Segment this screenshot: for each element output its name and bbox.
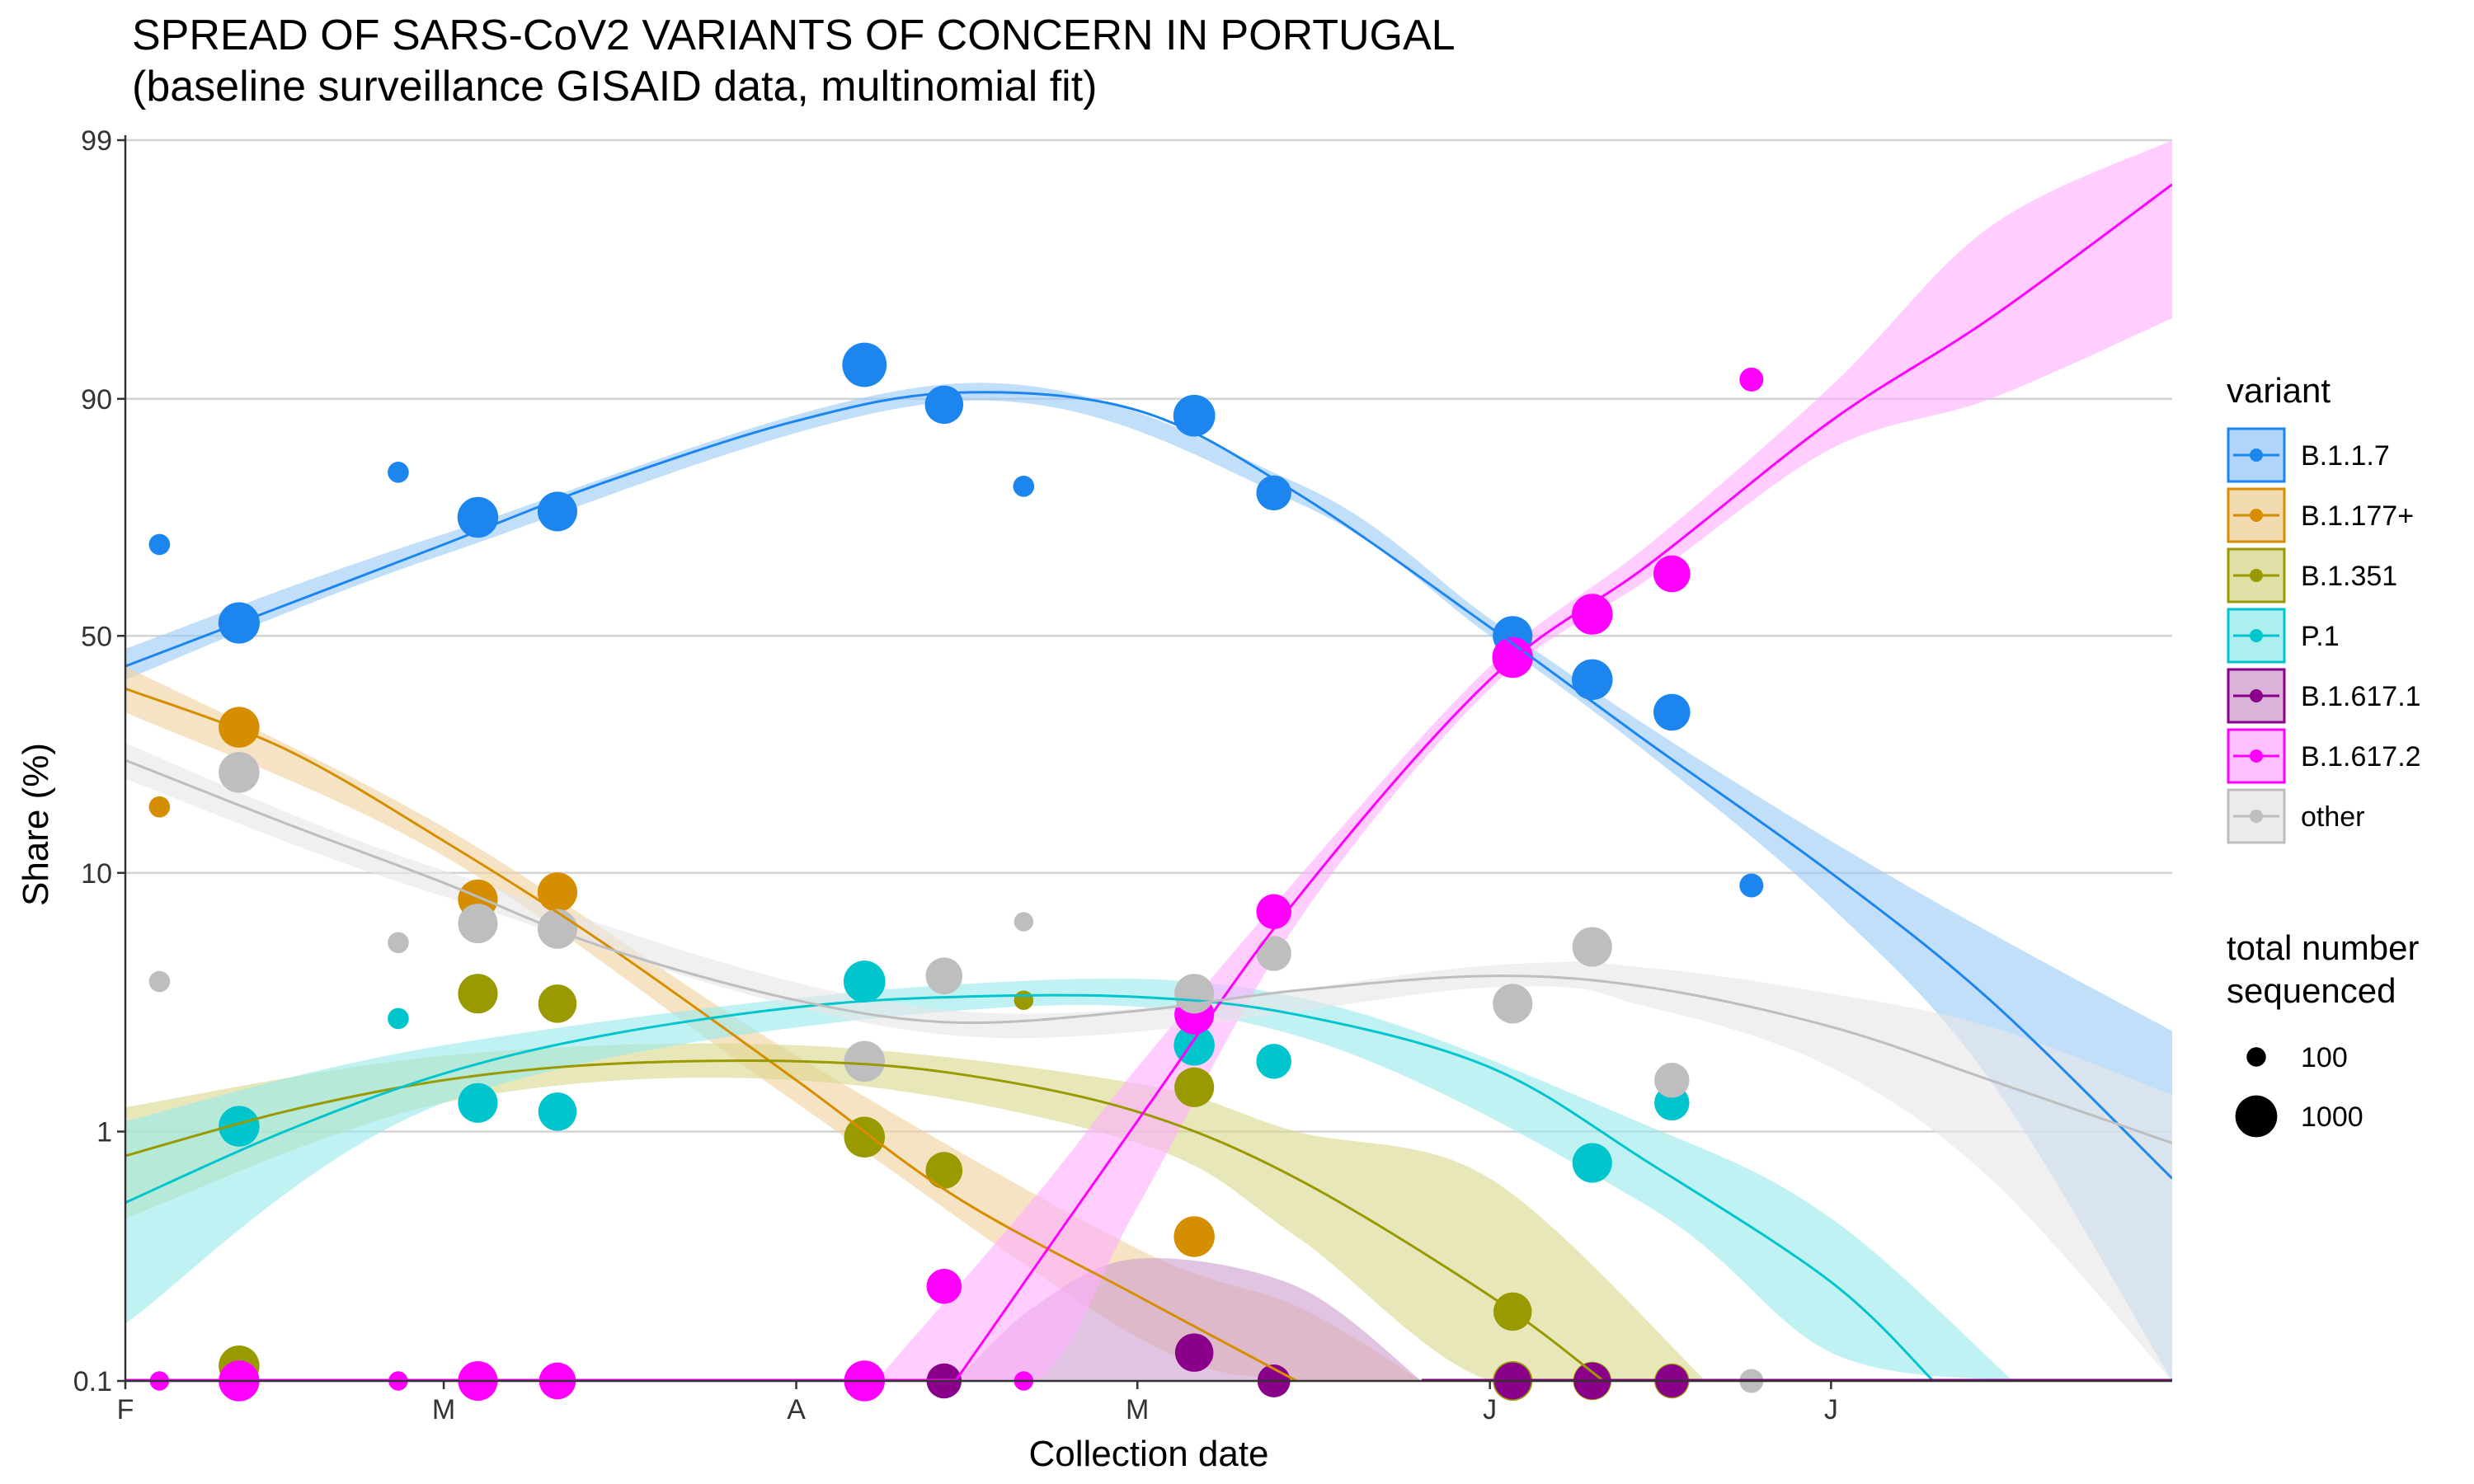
legend-dot-B.1.177+ (2250, 509, 2263, 522)
point-B.1.617.2 (926, 1269, 962, 1304)
point-other (1256, 936, 1291, 971)
x-tick-label: F (117, 1394, 134, 1425)
fit-line-P.1 (125, 993, 1935, 1381)
point-P.1 (538, 1092, 577, 1131)
point-B.1.1.7 (1739, 873, 1764, 898)
x-tick-label: J (1824, 1394, 1838, 1425)
point-other (925, 957, 963, 995)
point-B.1.177+ (1174, 1216, 1215, 1257)
legend-label-P.1: P.1 (2301, 621, 2340, 652)
legend-label-B.1.351: B.1.351 (2301, 561, 2397, 592)
point-B.1.1.7 (1013, 476, 1035, 497)
size-legend-label: 1000 (2301, 1101, 2363, 1133)
size-legend: 100 1000 (2235, 1042, 2363, 1138)
legend-dot-B.1.351 (2250, 569, 2263, 582)
y-tick-label: 0.1 (73, 1366, 112, 1397)
variant-legend: B.1.1.7 B.1.177+ B.1.351 P.1 B.1.617.1 B.1.61… (2227, 427, 2421, 844)
ci-ribbon-B.1.351 (125, 1043, 1706, 1381)
ci-ribbon-P.1 (125, 978, 2013, 1381)
fit-line-other (125, 758, 2172, 1144)
legend-label-B.1.617.1: B.1.617.1 (2301, 681, 2421, 712)
y-tick-label: 1 (96, 1117, 112, 1148)
y-axis-ticks: 0.1 1 10 50 90 99 (73, 125, 125, 1397)
point-B.1.617.1 (1174, 1333, 1214, 1372)
y-tick-label: 50 (81, 621, 112, 652)
chart-subtitle: (baseline surveillance GISAID data, mult… (132, 63, 1097, 110)
legend-dot-other (2250, 810, 2263, 823)
point-B.1.351 (538, 984, 577, 1023)
legend-label-B.1.1.7: B.1.1.7 (2301, 440, 2390, 472)
point-B.1.351 (1174, 1067, 1215, 1107)
point-B.1.617.2 (1572, 594, 1613, 635)
point-other (1493, 984, 1533, 1024)
point-other (1572, 927, 1612, 967)
point-other (148, 970, 171, 993)
point-P.1 (219, 1106, 260, 1147)
x-axis-title: Collection date (1028, 1434, 1268, 1474)
y-tick-label: 99 (81, 125, 112, 157)
point-B.1.1.7 (924, 385, 964, 425)
point-other (219, 752, 260, 793)
fit-line-B.1.1.7 (125, 391, 2172, 1180)
legend-dot-B.1.1.7 (2250, 448, 2263, 462)
legend-label-other: other (2301, 801, 2365, 833)
x-tick-label: M (432, 1394, 455, 1425)
point-B.1.177+ (219, 707, 260, 748)
x-tick-label: A (787, 1394, 806, 1425)
point-other (844, 1040, 886, 1082)
point-B.1.177+ (537, 872, 578, 913)
point-P.1 (388, 1007, 409, 1030)
x-tick-label: M (1126, 1394, 1149, 1425)
legend-dot-B.1.617.1 (2250, 689, 2263, 702)
x-tick-label: J (1483, 1394, 1497, 1425)
point-B.1.617.2 (1256, 894, 1291, 930)
point-B.1.351 (1014, 990, 1034, 1010)
point-other (1174, 974, 1215, 1014)
point-other (458, 904, 498, 944)
point-B.1.177+ (148, 796, 171, 818)
point-B.1.617.2 (1739, 367, 1764, 392)
point-other (1654, 1062, 1690, 1098)
fit-line-B.1.617.2 (954, 183, 2172, 1381)
y-axis-title: Share (%) (16, 743, 56, 906)
size-legend-title-line-2: sequenced (2227, 971, 2396, 1010)
size-legend-label: 100 (2301, 1042, 2348, 1073)
point-B.1.1.7 (842, 342, 887, 387)
point-P.1 (843, 960, 886, 1003)
point-B.1.1.7 (1256, 475, 1291, 511)
chart-title: SPREAD OF SARS-CoV2 VARIANTS OF CONCERN … (132, 12, 1456, 59)
y-tick-label: 90 (81, 384, 112, 416)
point-P.1 (1572, 1143, 1612, 1183)
point-B.1.351 (925, 1152, 963, 1189)
point-P.1 (458, 1082, 498, 1123)
point-B.1.351 (458, 974, 498, 1014)
legend-title: variant (2227, 371, 2331, 410)
size-legend-dot (2246, 1047, 2266, 1067)
legend-dot-B.1.617.2 (2250, 749, 2263, 763)
size-legend-dot (2235, 1095, 2278, 1138)
point-B.1.1.7 (1173, 394, 1216, 437)
point-B.1.1.7 (1653, 693, 1691, 731)
point-B.1.351 (844, 1116, 886, 1158)
point-B.1.1.7 (388, 462, 409, 483)
point-other (1014, 912, 1034, 932)
size-legend-title-line-1: total number (2227, 928, 2419, 967)
point-B.1.1.7 (148, 533, 171, 556)
point-B.1.1.7 (537, 491, 578, 532)
legend-dot-P.1 (2250, 629, 2263, 642)
legend-label-B.1.617.2: B.1.617.2 (2301, 741, 2421, 773)
y-tick-label: 10 (81, 858, 112, 890)
legend-label-B.1.177+: B.1.177+ (2301, 500, 2414, 532)
point-other (388, 932, 409, 954)
point-B.1.617.2 (1653, 555, 1691, 593)
point-B.1.1.7 (1572, 659, 1613, 701)
fit-line-B.1.351 (125, 1059, 1605, 1381)
fit-line-B.1.177+ (125, 687, 1298, 1381)
point-P.1 (1256, 1044, 1291, 1079)
observed-points (148, 342, 1764, 1402)
